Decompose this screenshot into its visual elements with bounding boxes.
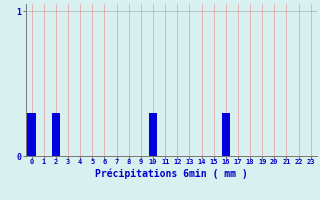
Bar [52, 113, 60, 156]
Bar [221, 113, 230, 156]
Bar [28, 113, 36, 156]
Bar [149, 113, 157, 156]
X-axis label: Précipitations 6min ( mm ): Précipitations 6min ( mm ) [95, 168, 248, 179]
